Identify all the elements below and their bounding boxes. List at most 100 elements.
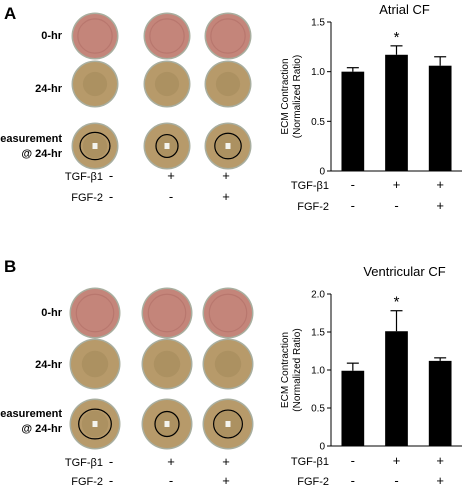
condition-sign: - [169, 473, 173, 488]
well-initial [143, 12, 191, 60]
chart-condition-label: TGF-β1 [291, 180, 329, 192]
row-labels: 0-hr 24-hr Measurement @ 24-hr [0, 30, 63, 160]
condition-sign: - [109, 454, 113, 469]
well-fill [206, 14, 250, 58]
well-initial [69, 287, 121, 339]
chart-condition-sign: - [351, 198, 355, 213]
measurement-marker [92, 421, 98, 427]
chart-condition-sign: - [351, 453, 355, 468]
well-inner-ring [210, 18, 246, 54]
chart-condition-row: TGF-β1 - + + [291, 453, 444, 468]
chart-title: Ventricular CF [363, 264, 445, 279]
measurement-marker [225, 143, 231, 149]
chart-condition-label: FGF-2 [297, 201, 329, 213]
well-inner-ring [149, 18, 185, 54]
chart-condition-label: FGF-2 [297, 476, 329, 488]
measurement-outline [155, 133, 179, 159]
condition-sign: + [167, 454, 175, 469]
row-label-at-24hr: @ 24-hr [21, 148, 62, 160]
bar [385, 331, 408, 446]
measurement-outline [213, 409, 244, 439]
measurement-marker [92, 143, 98, 149]
condition-sign: - [109, 189, 113, 204]
condition-label: FGF-2 [71, 192, 103, 204]
gel-disc [154, 71, 180, 97]
well-contracted [71, 60, 119, 108]
chart-condition-sign: - [394, 473, 398, 488]
chart-condition-sign: + [393, 177, 401, 192]
chart-title: Atrial CF [379, 2, 430, 17]
bar [428, 360, 452, 446]
y-tick-label: 0 [319, 167, 325, 178]
well-fill [145, 14, 189, 58]
row-label-at-24hr: @ 24-hr [21, 423, 62, 435]
row-label-24hr: 24-hr [35, 359, 63, 371]
well-contracted [202, 338, 254, 390]
y-axis-label-line: ECM Contraction [280, 58, 291, 134]
row-label-24hr: 24-hr [35, 83, 63, 95]
y-tick-label: 0 [319, 442, 325, 453]
bar [428, 65, 452, 171]
panel-label: A [4, 4, 16, 23]
condition-sign: + [222, 473, 230, 488]
y-tick-label: 1.5 [311, 328, 325, 339]
chart-condition-sign: - [351, 177, 355, 192]
y-axis-label: ECM Contraction(Normalized Ratio) [280, 55, 303, 138]
well-contracted [143, 60, 191, 108]
y-tick-label: 0.5 [311, 117, 325, 128]
well-measure [69, 398, 121, 450]
well-inner-ring [147, 293, 187, 333]
chart-condition-label: TGF-β1 [291, 456, 329, 468]
condition-sign: - [169, 189, 173, 204]
bar [341, 71, 365, 171]
well-fill [204, 289, 252, 337]
condition-sign: + [167, 168, 175, 183]
row-label-measurement: Measurement [0, 133, 62, 145]
chart-condition-sign: - [394, 198, 398, 213]
measurement-marker [225, 421, 231, 427]
measurement-marker [164, 421, 170, 427]
chart-condition-sign: - [351, 473, 355, 488]
gel-disc [81, 350, 109, 378]
condition-row: FGF-2- - + [71, 189, 230, 204]
condition-row: TGF-β1- + + [65, 454, 230, 469]
condition-sign: - [109, 168, 113, 183]
chart-condition-row: FGF-2 - - + [297, 198, 444, 213]
row-label-measurement: Measurement [0, 408, 62, 420]
y-axis-label-line: ECM Contraction [280, 332, 291, 408]
gel-disc [215, 71, 241, 97]
y-tick-label: 1.0 [311, 366, 325, 377]
y-tick-label: 1.5 [311, 18, 325, 29]
panel-label: B [4, 257, 16, 276]
chart-condition-sign: + [436, 473, 444, 488]
well-measure [141, 398, 193, 450]
well-inner-ring [75, 293, 115, 333]
well-contracted [69, 338, 121, 390]
condition-label: TGF-β1 [65, 171, 103, 183]
chart-condition-row: TGF-β1 - + + [291, 177, 444, 192]
well-contracted [141, 338, 193, 390]
well-contracted [204, 60, 252, 108]
well-fill [71, 289, 119, 337]
condition-label: TGF-β1 [65, 457, 103, 469]
well-inner-ring [208, 293, 248, 333]
condition-label: FGF-2 [71, 476, 103, 488]
measurement-outline [78, 408, 112, 440]
bar-chart: Ventricular CF 0 0.5 1.0 1.5 2.0 ECM Contracti… [280, 264, 462, 488]
condition-row: FGF-2- - + [71, 473, 230, 488]
y-tick-label: 2.0 [311, 290, 325, 301]
chart-condition-row: FGF-2 - - + [297, 473, 444, 488]
gel-disc [214, 350, 242, 378]
well-initial [141, 287, 193, 339]
well-initial [71, 12, 119, 60]
well-initial [202, 287, 254, 339]
chart-condition-sign: + [436, 453, 444, 468]
measurement-outline [154, 410, 180, 438]
well-measure [202, 398, 254, 450]
chart-condition-sign: + [393, 453, 401, 468]
measurement-outline [214, 132, 242, 160]
y-axis-label: ECM Contraction(Normalized Ratio) [280, 328, 303, 411]
significance-star: * [394, 29, 400, 46]
row-label-0hr: 0-hr [41, 307, 63, 319]
